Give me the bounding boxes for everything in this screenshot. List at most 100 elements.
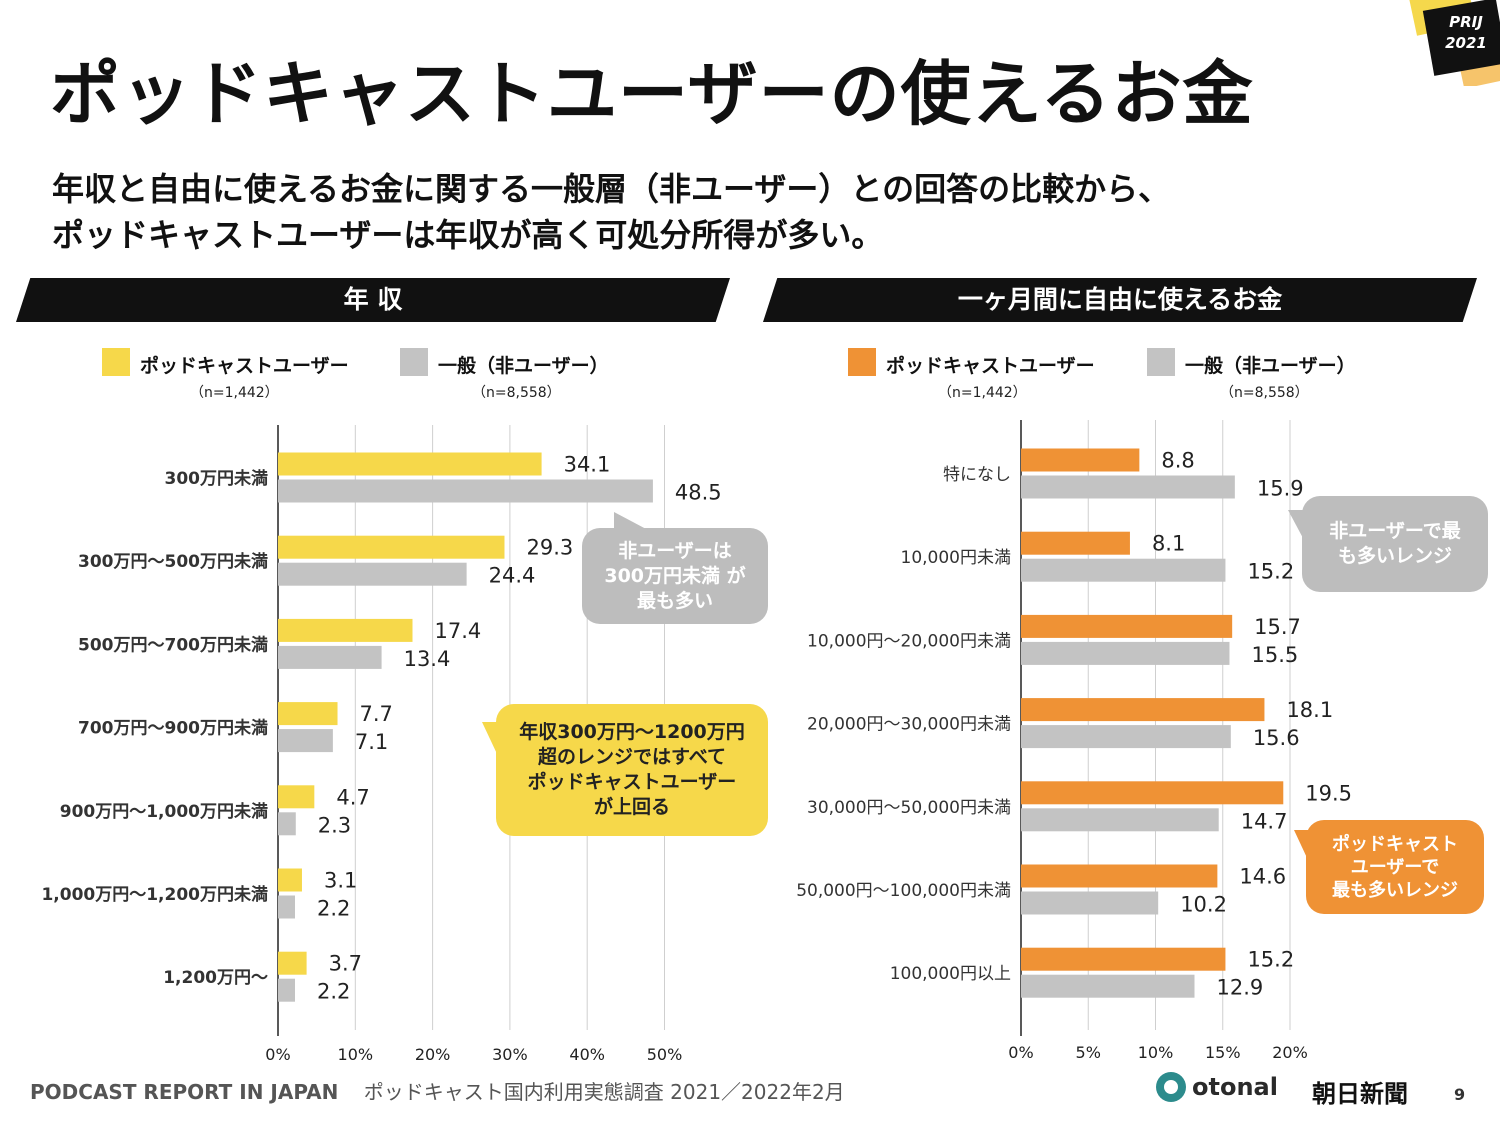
income-tick-label: 20% <box>415 1045 451 1064</box>
income-user-value-label: 7.7 <box>360 702 393 726</box>
income-tick-label: 40% <box>569 1045 605 1064</box>
money-user-bar <box>1021 781 1284 805</box>
asahi-logo: 朝日新聞 <box>1312 1079 1408 1108</box>
page-number: 9 <box>1454 1085 1466 1104</box>
legend-user-swatch-income <box>102 348 130 376</box>
legend-user-n-money: （n=1,442） <box>938 385 1027 401</box>
income-yellow-callout: 年収300万円～1200万円 超のレンジではすべて ポッドキャストユーザー が上… <box>482 704 768 836</box>
page-subtitle: 年収と自由に使えるお金に関する一般層（非ユーザー）との回答の比較から、 ポッドキ… <box>52 166 1170 258</box>
money-general-value-label: 14.7 <box>1241 809 1288 833</box>
income-general-value-label: 24.4 <box>489 564 536 588</box>
footer: PODCAST REPORT IN JAPAN ポッドキャスト国内利用実態調査 … <box>30 1076 845 1105</box>
money-gray-callout-text: 非ユーザーで最 も多いレンジ <box>1329 520 1461 567</box>
money-user-value-label: 14.6 <box>1239 865 1286 889</box>
income-general-bar <box>278 895 296 919</box>
income-section-banner: 年 収 <box>16 278 730 322</box>
money-general-bar <box>1021 808 1219 832</box>
money-user-bar <box>1021 614 1233 638</box>
income-gray-callout-text: 非ユーザーは 300万円未満 が 最も多い <box>604 539 746 612</box>
footer-report: PODCAST REPORT IN JAPAN <box>30 1080 339 1104</box>
legend-general-n-income: （n=8,558） <box>472 385 561 401</box>
income-general-bar <box>278 729 333 753</box>
legend-general-label-income: 一般（非ユーザー） <box>438 355 609 377</box>
legend-general-label-money: 一般（非ユーザー） <box>1185 355 1356 377</box>
money-tick-label: 15% <box>1205 1043 1241 1062</box>
money-general-bar <box>1021 558 1226 582</box>
money-user-value-label: 15.7 <box>1254 615 1301 639</box>
money-user-value-label: 8.8 <box>1161 449 1194 473</box>
otonal-logo-text: otonal <box>1192 1073 1278 1101</box>
income-general-bar <box>278 645 382 669</box>
income-category-label: 500万円～700万円未満 <box>78 634 268 655</box>
legend-user-swatch-money <box>848 348 876 376</box>
money-general-bar <box>1021 974 1195 998</box>
money-general-bar <box>1021 641 1230 665</box>
income-category-label: 1,200万円～ <box>163 968 268 988</box>
income-user-bar <box>278 868 302 892</box>
money-user-value-label: 8.1 <box>1152 532 1185 556</box>
legend-general-swatch-money <box>1147 348 1175 376</box>
income-user-bar <box>278 452 542 476</box>
income-user-bar <box>278 785 315 809</box>
income-general-bar <box>278 562 467 586</box>
income-category-label: 900万円～1,000万円未満 <box>60 801 268 822</box>
money-section-banner: 一ヶ月間に自由に使えるお金 <box>763 278 1477 322</box>
money-category-label: 10,000円未満 <box>901 548 1011 568</box>
badge-line1: PRIJ <box>1449 13 1483 31</box>
money-orange-callout-text: ポッドキャスト ユーザーで 最も多いレンジ <box>1332 833 1458 901</box>
money-user-value-label: 18.1 <box>1286 698 1333 722</box>
income-category-label: 1,000万円～1,200万円未満 <box>41 884 268 905</box>
money-chart-title: 一ヶ月間に自由に使えるお金 <box>957 285 1283 314</box>
income-user-bar <box>278 618 413 642</box>
money-user-value-label: 19.5 <box>1305 781 1352 805</box>
legend-general-n-money: （n=8,558） <box>1220 385 1309 401</box>
otonal-logo-icon <box>1156 1072 1186 1102</box>
money-category-label: 10,000円～20,000円未満 <box>807 631 1011 651</box>
income-user-bar <box>278 951 307 975</box>
prij-badge: PRIJ 2021 <box>1404 0 1500 86</box>
income-general-value-label: 7.1 <box>355 730 388 754</box>
legend-user-n-income: （n=1,442） <box>190 385 279 401</box>
income-category-label: 300万円未満 <box>165 468 269 489</box>
money-general-bar <box>1021 475 1235 499</box>
income-user-value-label: 3.7 <box>329 952 362 976</box>
income-tick-label: 10% <box>338 1045 374 1064</box>
money-tick-label: 0% <box>1008 1043 1033 1062</box>
badge-line2: 2021 <box>1445 34 1487 52</box>
income-user-value-label: 34.1 <box>564 453 611 477</box>
money-category-label: 30,000円～50,000円未満 <box>807 798 1011 818</box>
money-general-value-label: 15.5 <box>1251 643 1298 667</box>
money-user-bar <box>1021 698 1265 722</box>
income-general-value-label: 2.2 <box>317 980 350 1004</box>
income-tick-label: 0% <box>265 1045 290 1064</box>
money-user-bar <box>1021 864 1218 888</box>
income-gray-callout: 非ユーザーは 300万円未満 が 最も多い <box>582 512 768 624</box>
money-category-label: 50,000円～100,000円未満 <box>796 881 1011 901</box>
income-user-value-label: 3.1 <box>324 869 357 893</box>
money-orange-callout: ポッドキャスト ユーザーで 最も多いレンジ <box>1294 820 1484 914</box>
legend-user-label-money: ポッドキャストユーザー <box>886 355 1095 377</box>
money-general-bar <box>1021 891 1159 915</box>
money-user-value-label: 15.2 <box>1247 948 1294 972</box>
money-general-value-label: 12.9 <box>1217 976 1264 1000</box>
income-general-value-label: 48.5 <box>675 481 722 505</box>
subtitle-line1: 年収と自由に使えるお金に関する一般層（非ユーザー）との回答の比較から、 <box>52 170 1171 208</box>
money-general-bar <box>1021 725 1231 749</box>
income-category-label: 700万円～900万円未満 <box>78 718 268 739</box>
income-general-value-label: 2.3 <box>318 813 351 837</box>
income-general-value-label: 2.2 <box>317 897 350 921</box>
income-user-bar <box>278 535 505 559</box>
legend-user-label-income: ポッドキャストユーザー <box>140 355 349 377</box>
money-tick-label: 10% <box>1138 1043 1174 1062</box>
money-tick-label: 20% <box>1272 1043 1308 1062</box>
otonal-logo: otonal <box>1156 1072 1278 1102</box>
money-user-bar <box>1021 531 1130 555</box>
income-chart-title: 年 収 <box>343 285 403 314</box>
money-user-bar <box>1021 448 1140 472</box>
income-category-label: 300万円～500万円未満 <box>78 551 268 572</box>
subtitle-line2: ポッドキャストユーザーは年収が高く可処分所得が多い。 <box>52 216 884 254</box>
money-user-bar <box>1021 947 1226 971</box>
money-general-value-label: 15.9 <box>1257 477 1304 501</box>
income-user-value-label: 29.3 <box>526 536 573 560</box>
income-general-value-label: 13.4 <box>404 647 451 671</box>
